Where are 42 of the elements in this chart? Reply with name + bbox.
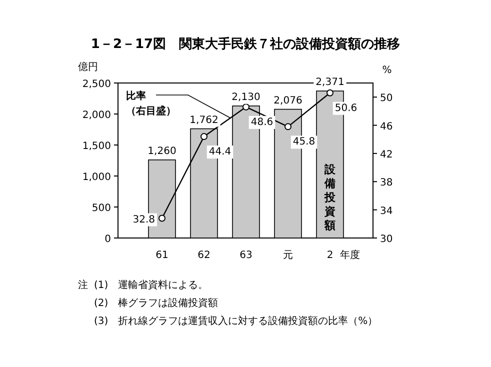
data-label: 1,260	[148, 146, 176, 157]
data-label: 2,371	[316, 77, 344, 88]
x-tick-label: 61	[156, 250, 168, 261]
point	[200, 133, 208, 140]
data-label: 44.4	[208, 146, 232, 158]
data-label: 2,130	[232, 92, 260, 103]
data-label: 45.8	[292, 136, 316, 148]
point	[158, 214, 166, 222]
chart-title: 1－2－17図 関東大手民鉄７社の設備投資額の推移	[90, 36, 400, 52]
y2-tick-label: 30	[380, 234, 393, 245]
x-tick-label: 62	[198, 250, 210, 261]
y2-tick-label: 34	[380, 206, 393, 217]
text: 比率（右目盛）	[126, 90, 176, 117]
text: 注	[78, 279, 88, 291]
text: (1) 運輸省資料による。	[94, 279, 208, 291]
point	[242, 103, 250, 110]
y2-tick-label: 42	[380, 149, 393, 160]
point	[326, 89, 334, 96]
data-label: 50.6	[334, 102, 358, 114]
x-tick-label: 2	[326, 250, 334, 261]
data-label: 1,762	[190, 114, 218, 126]
y-tick-label: 2,000	[82, 110, 111, 121]
y-tick-label: 2,500	[82, 79, 111, 90]
y2-tick-label: 46	[380, 121, 393, 132]
x-axis-title: 年度	[340, 249, 360, 261]
y-axis-title: 億円	[78, 61, 98, 73]
y2-axis-title: %	[382, 65, 392, 76]
y-tick-label: 500	[92, 203, 111, 214]
point	[284, 123, 292, 130]
y-tick-label: 0	[104, 234, 111, 245]
y2-tick-label: 50	[380, 93, 393, 104]
y-tick-label: 1,500	[82, 141, 111, 152]
data-label: 48.6	[250, 116, 274, 128]
data-label: 32.8	[132, 214, 155, 226]
y-tick-label: 1,000	[82, 172, 111, 183]
x-tick-label: 63	[240, 250, 252, 261]
x-tick-label: 元	[283, 250, 293, 261]
data-label: 2,076	[274, 95, 302, 106]
text: (3) 折れ線グラフは運賃収入に対する設備投資額の比率（%）	[94, 315, 378, 327]
y2-tick-label: 38	[380, 178, 393, 189]
text: (2) 棒グラフは設備投資額	[94, 297, 218, 309]
series-label: 設備投資額	[324, 163, 336, 232]
